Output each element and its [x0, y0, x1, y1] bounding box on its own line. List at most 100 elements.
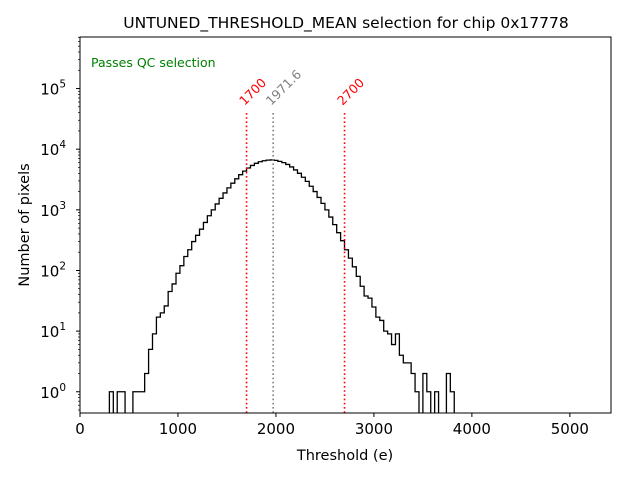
histogram-bin — [450, 392, 454, 413]
histogram-bin — [321, 203, 325, 413]
histogram-bin — [392, 345, 396, 413]
chart-title: UNTUNED_THRESHOLD_MEAN selection for chi… — [123, 14, 568, 33]
histogram-bin — [184, 257, 188, 413]
histogram-bin — [168, 292, 172, 413]
histogram-bin — [262, 161, 266, 413]
histogram-bin — [180, 266, 184, 413]
histogram-layer — [108, 159, 455, 413]
histogram-bin — [345, 250, 349, 413]
y-axis-label: Number of pixels — [17, 163, 33, 286]
histogram-bin — [203, 222, 207, 413]
histogram-bin — [399, 355, 403, 413]
x-axis: 0 1000 2000 3000 4000 5000 — [75, 413, 589, 438]
histogram-bin — [227, 188, 231, 413]
x-axis-label: Threshold (e) — [296, 448, 393, 464]
histogram-bin — [395, 334, 399, 413]
x-tick-label: 0 — [75, 420, 85, 438]
y-tick-label: 103 — [40, 200, 66, 220]
x-tick-label: 3000 — [355, 420, 393, 438]
histogram-bin — [192, 242, 196, 413]
histogram-bin — [333, 225, 337, 413]
histogram-bin — [231, 183, 235, 413]
histogram-bin — [309, 186, 313, 413]
histogram-bin — [290, 167, 294, 413]
histogram-bin — [235, 179, 239, 413]
histogram-bin — [109, 392, 113, 413]
plot-area — [80, 37, 611, 413]
y-tick-label: 105 — [40, 79, 66, 99]
y-tick-label: 101 — [40, 321, 66, 341]
x-tick-label: 4000 — [453, 420, 491, 438]
histogram-bin — [301, 177, 305, 413]
histogram-bin — [278, 161, 282, 413]
histogram-bin — [297, 173, 301, 413]
histogram-bin — [121, 392, 125, 413]
histogram-bin — [376, 317, 380, 413]
histogram-bin — [427, 392, 431, 413]
y-tick-label: 104 — [40, 139, 66, 159]
histogram-bin — [152, 334, 156, 413]
histogram-bin — [294, 170, 298, 413]
histogram-bin — [133, 392, 137, 413]
histogram-bin — [172, 284, 176, 413]
histogram-bin — [254, 163, 258, 413]
histogram-bin — [250, 165, 254, 413]
histogram-bin — [384, 331, 388, 413]
x-tick-label: 2000 — [257, 420, 295, 438]
histogram-bin — [329, 217, 333, 413]
histogram-outline — [108, 159, 455, 413]
histogram-bin — [352, 267, 356, 413]
histogram-bin — [141, 392, 145, 413]
histogram-bin — [435, 392, 439, 413]
histogram-bin — [337, 233, 341, 413]
histogram-bin — [149, 349, 153, 413]
histogram-bin — [282, 163, 286, 413]
histogram-bin — [117, 392, 121, 413]
histogram-bin — [411, 374, 415, 413]
histogram-bin — [407, 363, 411, 413]
histogram-bin — [325, 210, 329, 413]
histogram-bin — [137, 392, 141, 413]
histogram-bin — [380, 320, 384, 413]
y-tick-label: 102 — [40, 260, 66, 280]
histogram-bin — [215, 204, 219, 413]
histogram-bin — [305, 181, 309, 413]
plot-frame — [79, 36, 612, 414]
histogram-bin — [243, 171, 247, 413]
histogram-bin — [211, 210, 215, 413]
histogram-bin — [196, 235, 200, 413]
histogram-bin — [388, 334, 392, 413]
y-axis: 100 101 102 103 104 105 — [40, 36, 80, 411]
histogram-bin — [313, 192, 317, 413]
histogram-bin — [423, 374, 427, 413]
x-tick-label: 5000 — [551, 420, 589, 438]
histogram-bin — [188, 250, 192, 413]
histogram-bin — [200, 229, 204, 413]
histogram-bin — [356, 276, 360, 413]
histogram-bin — [239, 175, 243, 413]
histogram-bin — [360, 286, 364, 413]
x-tick-label: 1000 — [159, 420, 197, 438]
y-tick-label: 100 — [40, 382, 66, 402]
histogram-bin — [286, 164, 290, 413]
histogram-bin — [258, 162, 262, 413]
histogram-bin — [223, 193, 227, 413]
histogram-bin — [160, 313, 164, 413]
histogram-bin — [266, 160, 270, 413]
histogram-bin — [446, 374, 450, 413]
histogram-bin — [145, 374, 149, 413]
histogram-bin — [415, 392, 419, 413]
histogram-bin — [274, 160, 278, 413]
qc-status-text: Passes QC selection — [91, 55, 216, 70]
histogram-bin — [207, 216, 211, 413]
histogram-bin — [364, 296, 368, 413]
histogram-bin — [219, 198, 223, 413]
histogram-bin — [368, 298, 372, 413]
histogram-bin — [164, 306, 168, 413]
histogram-bin — [403, 363, 407, 413]
histogram-bin — [317, 197, 321, 413]
histogram-bin — [348, 258, 352, 413]
histogram-bin — [176, 273, 180, 413]
histogram-bin — [156, 317, 160, 413]
